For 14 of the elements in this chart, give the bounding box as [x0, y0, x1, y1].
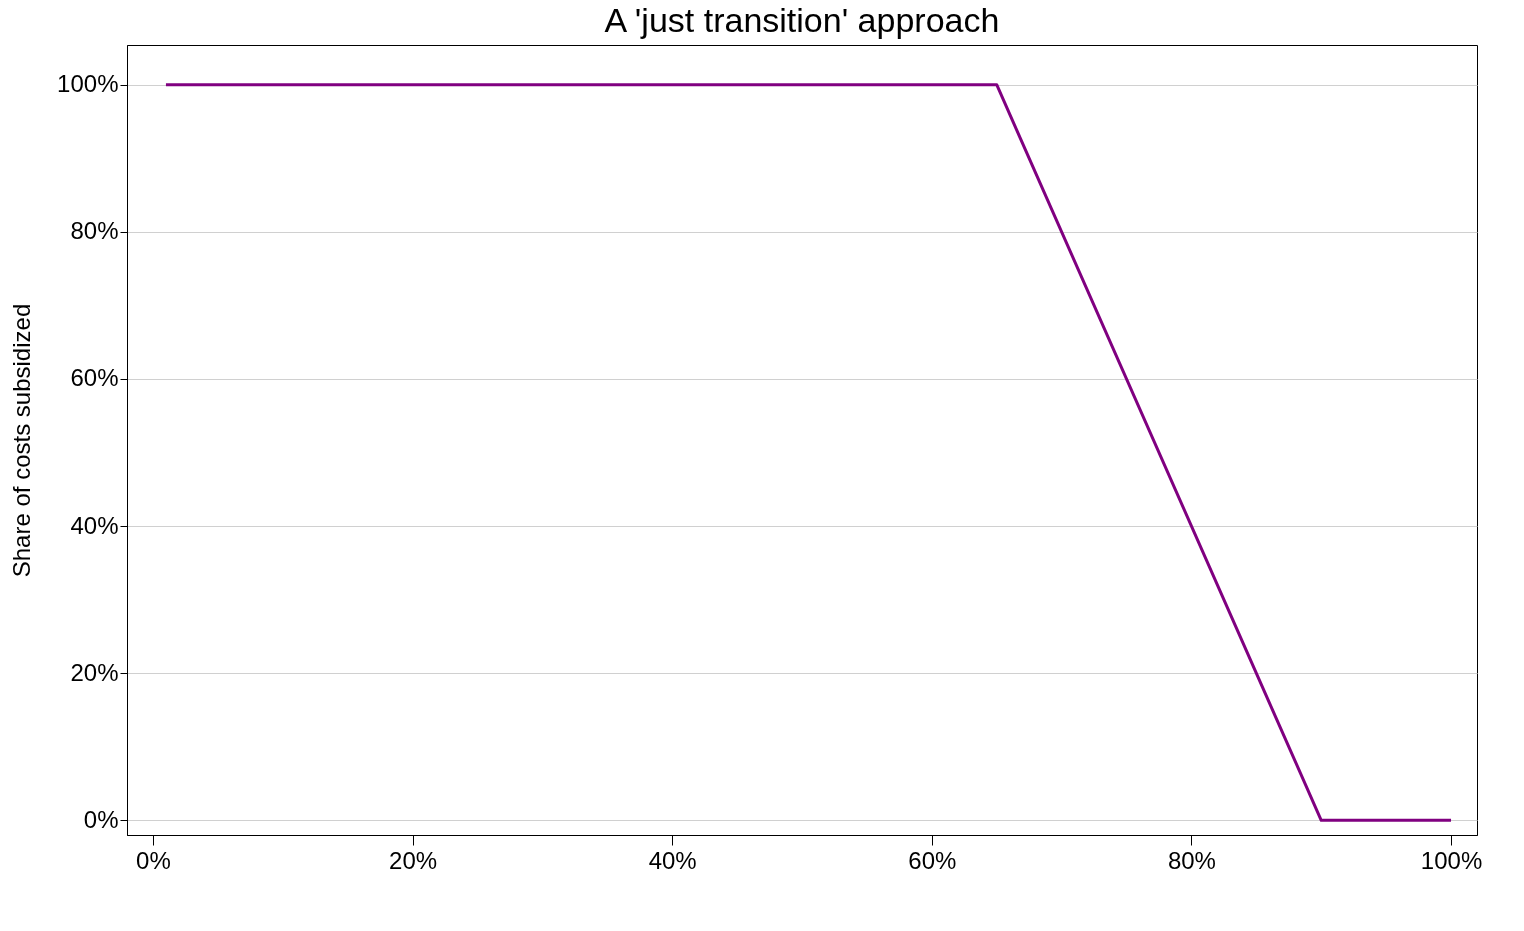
- y-axis-title: Share of costs subsidized: [8, 303, 36, 578]
- y-tick-label: 60%: [70, 364, 119, 392]
- x-tick-label: 100%: [1420, 846, 1483, 874]
- y-tick-label: 80%: [70, 217, 119, 245]
- x-tick-label: 40%: [648, 846, 697, 874]
- x-tick-label: 80%: [1167, 846, 1216, 874]
- x-tick-label: 20%: [389, 846, 438, 874]
- y-tick-label: 100%: [57, 70, 119, 98]
- chart-title: A 'just transition' approach: [604, 1, 1000, 39]
- y-tick-label: 20%: [70, 658, 119, 686]
- x-tick-label: 0%: [136, 846, 171, 874]
- y-tick-label: 0%: [83, 805, 119, 833]
- x-tick-label: 60%: [908, 846, 957, 874]
- y-tick-label: 40%: [70, 511, 119, 539]
